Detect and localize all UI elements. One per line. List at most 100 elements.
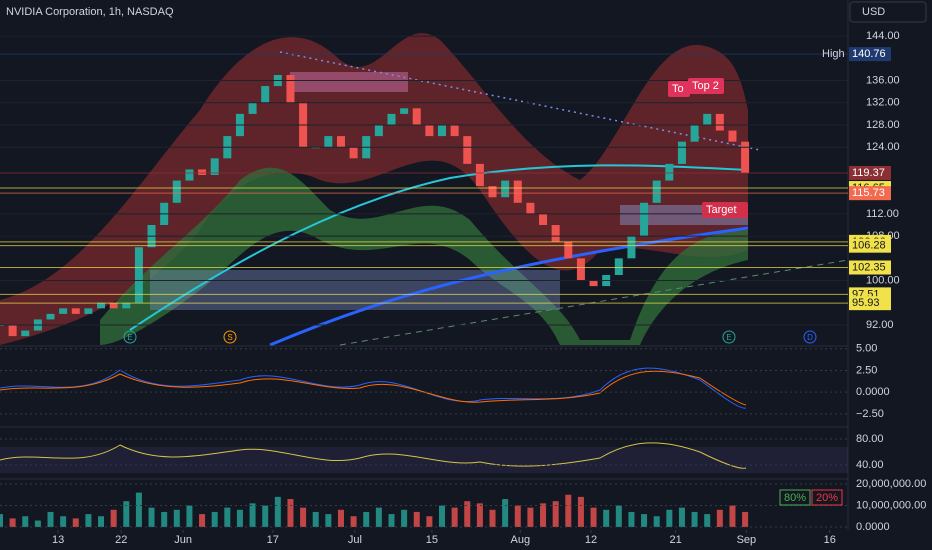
candle (741, 141, 750, 173)
candle (463, 136, 472, 164)
volume-bar (704, 514, 711, 527)
candle (374, 125, 383, 137)
x-tick-label: 22 (115, 534, 127, 546)
candle (627, 236, 636, 259)
candle (185, 169, 194, 181)
volume-bar (641, 514, 648, 527)
annotation: Top 2 (692, 80, 719, 92)
candle (564, 241, 573, 259)
volume-bar (22, 516, 29, 527)
candle (677, 141, 686, 164)
annotation-box (702, 202, 748, 218)
y-tick-label: 0.0000 (856, 386, 890, 398)
volume-bar (577, 496, 584, 527)
buy-sell-box (811, 489, 843, 506)
candle (324, 136, 333, 148)
candle (412, 108, 421, 125)
volume-bar (186, 505, 193, 527)
candle (551, 225, 560, 242)
y-tick-label: 144.00 (866, 30, 900, 42)
candle (715, 113, 724, 131)
volume-bar (615, 505, 622, 527)
volume-bar (426, 516, 433, 527)
currency[interactable]: USD (862, 6, 885, 18)
candle (539, 213, 548, 225)
level-tag: High (822, 48, 845, 60)
level-box (849, 165, 891, 180)
event-label: E (127, 333, 132, 342)
candle (349, 147, 358, 159)
x-tick-label: Aug (511, 534, 531, 546)
volume-bar (502, 499, 509, 527)
event-marker (803, 330, 817, 344)
volume-bar (72, 518, 79, 527)
candle (614, 258, 623, 275)
volume-bar (34, 520, 41, 527)
volume-bar (9, 518, 16, 527)
volume-bar (300, 507, 307, 527)
volume-bar (224, 507, 231, 527)
volume-bar (439, 505, 446, 527)
volume-bar (325, 514, 332, 527)
y-tick-label: −2.50 (856, 408, 884, 420)
x-tick-label: 16 (824, 534, 836, 546)
currency-box[interactable] (849, 1, 927, 23)
chart-title: NVIDIA Corporation, 1h, NASDAQ (6, 6, 174, 18)
candle (172, 180, 181, 203)
macd-line (0, 367, 747, 409)
volume-bar (716, 509, 723, 527)
volume-bar (350, 516, 357, 527)
ma-line (129, 164, 749, 331)
volume-bar (464, 501, 471, 527)
volume-bar (388, 514, 395, 527)
candle (336, 136, 345, 148)
level-label: 115.73 (852, 187, 885, 199)
x-tick-label: Jul (348, 534, 362, 546)
event-marker (123, 330, 137, 344)
x-tick-label: 15 (426, 534, 438, 546)
level-label: 140.76 (852, 48, 886, 60)
volume-bar (0, 514, 3, 527)
event-label: E (726, 333, 731, 342)
zone (150, 270, 560, 310)
lower-band (100, 167, 748, 345)
volume-bar (375, 507, 382, 527)
volume-bar (249, 503, 256, 527)
candle (134, 247, 143, 303)
volume-bar (653, 516, 660, 527)
volume-bar (161, 511, 168, 527)
y-tick-label: 5.00 (856, 343, 877, 355)
candle (400, 108, 409, 114)
volume-bar (603, 509, 610, 527)
volume-bar (678, 507, 685, 527)
candle (248, 102, 257, 114)
volume-bar (85, 514, 92, 527)
volume-bar (401, 509, 408, 527)
candle (652, 180, 661, 203)
candle (589, 280, 598, 287)
volume-bar (123, 501, 130, 527)
candle (526, 202, 535, 214)
annotation-box (668, 81, 690, 97)
y-tick-label: 100.00 (866, 274, 900, 286)
volume-bar (274, 496, 281, 527)
candle (59, 308, 68, 314)
volume-bar (173, 509, 180, 527)
candle (261, 86, 270, 103)
candle (210, 158, 219, 175)
candle (21, 330, 30, 337)
candle (122, 302, 131, 309)
y-tick-label: 0.0000 (856, 521, 890, 533)
volume-bar (691, 511, 698, 527)
level-box (849, 260, 891, 275)
ma-line (269, 226, 749, 347)
volume-bar (211, 511, 218, 527)
event-label: D (807, 333, 813, 342)
y-tick-label: 128.00 (866, 119, 900, 131)
buy-sell-label: 80% (784, 492, 806, 504)
level-box (849, 238, 891, 253)
level-label: 95.93 (852, 297, 880, 309)
x-tick-label: Sep (737, 534, 757, 546)
candle (703, 113, 712, 125)
